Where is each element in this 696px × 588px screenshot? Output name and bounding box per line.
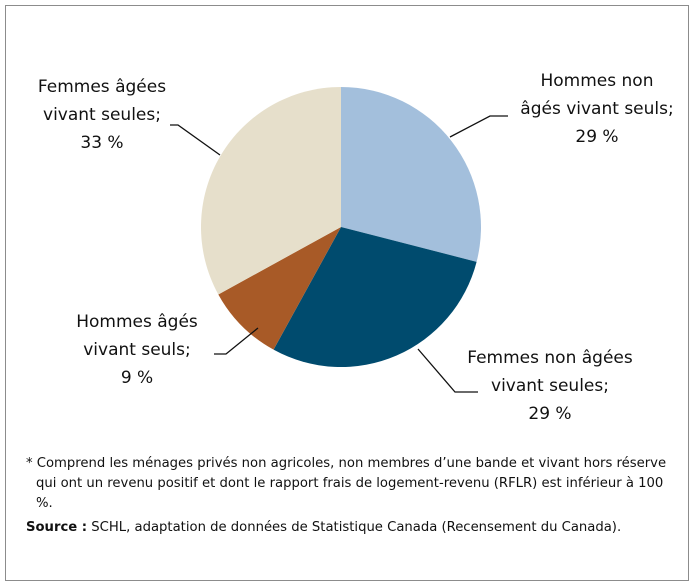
pie-slice <box>341 87 481 262</box>
footnote: * Comprend les ménages privés non agrico… <box>26 456 667 511</box>
source-text: SCHL, adaptation de données de Statistiq… <box>91 520 622 535</box>
pie-slice <box>273 227 477 367</box>
leader-line <box>170 124 221 156</box>
slice-value-label: 29 % <box>575 127 618 147</box>
frame <box>5 5 689 581</box>
pie-slice <box>200 86 341 295</box>
slice-label: Hommes non âgés vivant seuls; 29 % <box>520 71 673 147</box>
slice-label: Hommes âgés vivant seuls; 9 % <box>76 312 198 388</box>
slice-value-label: 9 % <box>121 368 153 388</box>
chart: Hommes non âgés vivant seuls; 29 % Femmes n… <box>38 71 674 424</box>
slice-value-label: 33 % <box>80 133 123 153</box>
source: Source : SCHL, adaptation de données de … <box>26 518 646 538</box>
source-label: Source : <box>26 520 88 535</box>
slice-label: Femmes non âgées vivant seules; 29 % <box>467 348 633 424</box>
slice-value-label: 29 % <box>528 404 571 424</box>
leader-line <box>214 327 259 355</box>
slice-label: Femmes âgées vivant seules; 33 % <box>38 77 166 153</box>
leader-line <box>417 348 478 393</box>
pie-slice <box>218 227 341 350</box>
leader-line <box>449 115 508 138</box>
